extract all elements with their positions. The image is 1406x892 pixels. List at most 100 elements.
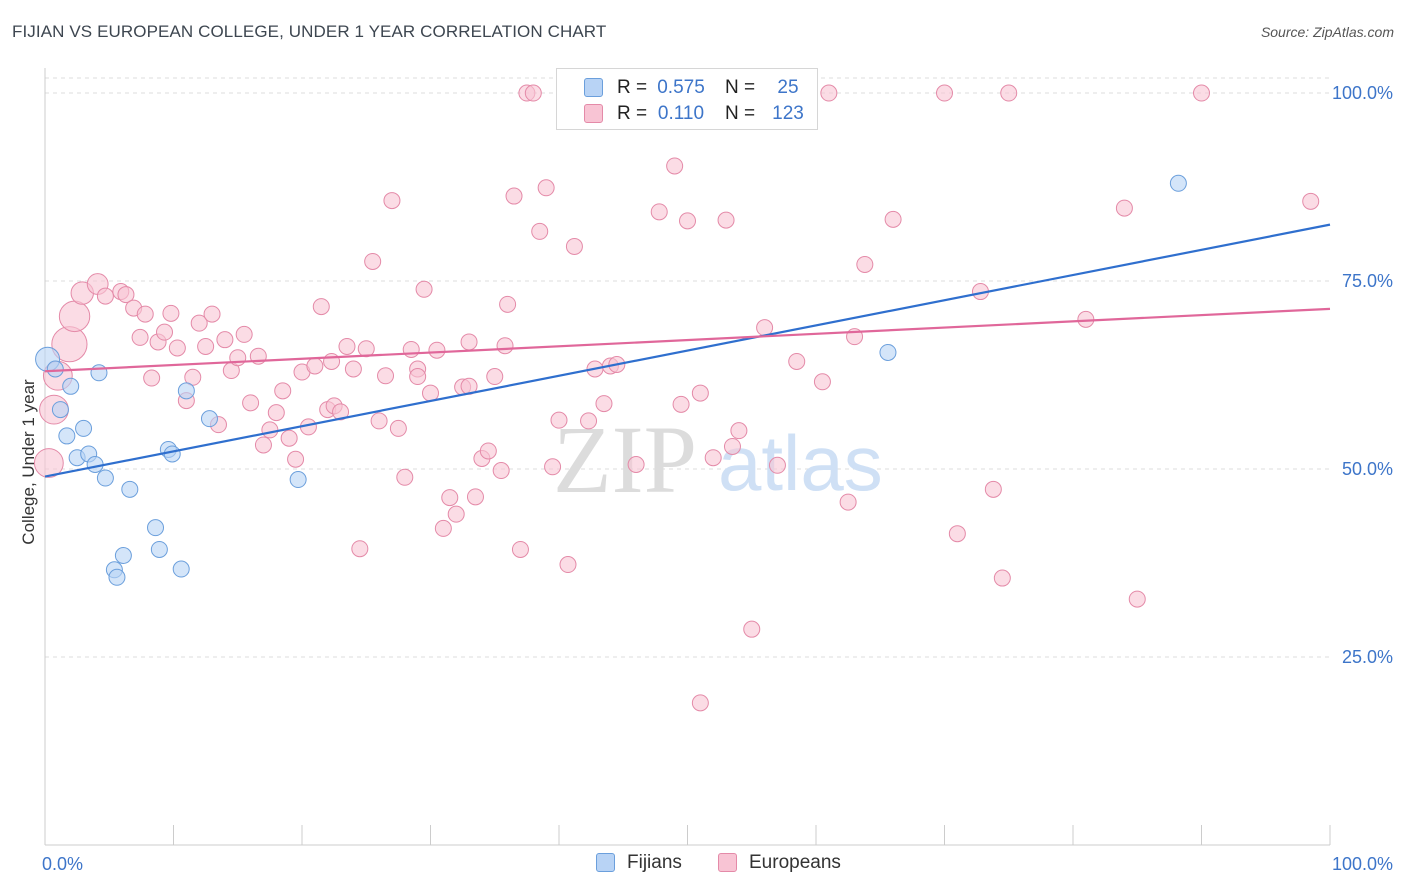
european-point (235, 325, 253, 343)
european-point (479, 442, 497, 460)
european-point (143, 369, 161, 387)
european-point (1193, 84, 1210, 102)
european-point (422, 384, 439, 402)
fijian-point (172, 560, 190, 578)
european-point (312, 298, 330, 316)
european-point (580, 412, 598, 430)
watermark: ZIP atlas (553, 406, 883, 513)
european-point (203, 305, 221, 323)
n-label: N = (725, 103, 756, 124)
fijian-point (46, 360, 64, 378)
european-point (531, 222, 549, 240)
y-tick-label: 50.0% (1342, 459, 1393, 479)
european-point (1115, 199, 1133, 217)
y-axis-title: College, Under 1 year (19, 379, 38, 545)
european-point (434, 519, 452, 537)
european-point (447, 505, 465, 523)
fijian-point (96, 469, 114, 487)
fijian-point (147, 519, 165, 537)
european-point (666, 157, 684, 175)
european-point (704, 449, 722, 467)
watermark-zip: ZIP (553, 406, 697, 513)
european-point (344, 360, 362, 378)
n-label: N = (725, 77, 756, 98)
european-point (441, 489, 459, 507)
x-tick-label-max: 100.0% (1332, 854, 1393, 874)
european-point (820, 84, 838, 102)
legend-label-europeans: Europeans (749, 852, 841, 873)
stats-legend: R = 0.575 N = 25 R = 0.110 N = 123 (556, 68, 818, 130)
european-point (351, 540, 369, 558)
european-point (1302, 192, 1320, 210)
european-point (524, 84, 542, 102)
european-point (650, 203, 668, 221)
european-point (402, 340, 420, 358)
european-point (332, 403, 350, 421)
european-point (267, 404, 285, 422)
fijian-point (51, 401, 69, 419)
european-point (499, 295, 517, 313)
fijian-point (62, 377, 80, 395)
fijian-point (177, 382, 195, 400)
european-point (948, 525, 966, 543)
europeans-legend-swatch (718, 853, 737, 872)
fijian-point (200, 410, 218, 428)
european-point (306, 357, 324, 375)
european-point (287, 450, 305, 468)
european-point (428, 341, 446, 359)
fijians-swatch (584, 78, 603, 97)
y-tick-label: 100.0% (1332, 83, 1393, 103)
n-value: 25 (777, 77, 799, 98)
stats-row-europeans: R = 0.110 N = 123 (557, 99, 817, 129)
european-point (486, 368, 504, 386)
european-point (254, 436, 272, 454)
european-point (984, 480, 1002, 498)
european-point (884, 210, 902, 228)
european-point (627, 456, 645, 474)
european-point (492, 462, 510, 480)
european-point (131, 328, 149, 346)
r-value: 0.110 (657, 103, 705, 124)
european-point (691, 694, 709, 712)
european-point (1000, 84, 1018, 102)
stats-row-fijians: R = 0.575 N = 25 (557, 73, 817, 103)
r-label: R = (617, 103, 648, 124)
fijian-point (58, 427, 76, 445)
european-point (672, 395, 690, 413)
european-point (216, 331, 234, 349)
fijian-point (163, 445, 181, 463)
european-point (280, 429, 298, 447)
fijian-point (75, 419, 93, 437)
european-point (743, 620, 761, 638)
european-point (58, 300, 91, 333)
european-point (261, 421, 279, 439)
european-point (33, 448, 64, 478)
european-point (788, 352, 806, 370)
european-point (370, 412, 388, 430)
european-point (338, 337, 356, 355)
y-tick-label: 25.0% (1342, 647, 1393, 667)
european-point (537, 179, 555, 197)
european-point (768, 456, 786, 474)
european-point (511, 540, 529, 558)
european-point (96, 287, 114, 305)
european-point (730, 422, 748, 440)
european-point (274, 382, 292, 400)
european-point (496, 337, 514, 355)
european-point (460, 333, 478, 351)
european-point (162, 304, 180, 322)
europeans-trend-line (44, 307, 1331, 373)
european-point (389, 419, 407, 437)
european-point (466, 488, 484, 506)
europeans-swatch (584, 104, 603, 123)
fijians-trend-line (44, 223, 1331, 478)
european-point (839, 493, 857, 511)
fijians-legend-swatch (596, 853, 615, 872)
trend-lines (44, 223, 1331, 478)
european-point (415, 280, 433, 298)
european-point (813, 373, 831, 391)
legend-label-fijians: Fijians (627, 852, 682, 873)
european-point (936, 84, 953, 102)
fijian-point (90, 364, 108, 382)
european-point (323, 352, 341, 370)
